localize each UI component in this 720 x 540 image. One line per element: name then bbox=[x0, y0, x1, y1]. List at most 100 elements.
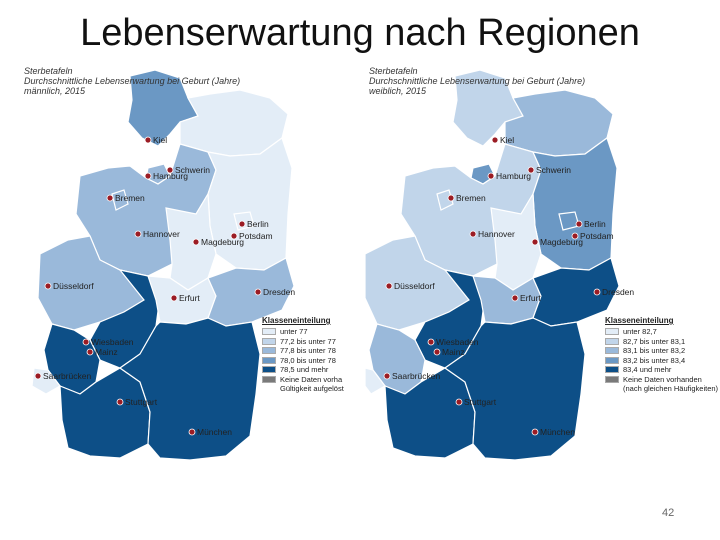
city-label: Erfurt bbox=[179, 293, 200, 303]
city-marker bbox=[34, 372, 42, 380]
city-marker bbox=[511, 294, 519, 302]
city-label: Schwerin bbox=[536, 165, 571, 175]
header-line-2: Durchschnittliche Lebenserwartung bei Ge… bbox=[369, 76, 586, 86]
legend-row: unter 82,7 bbox=[605, 327, 718, 337]
header-line-3: männlich, 2015 bbox=[24, 86, 86, 96]
city-label: Stuttgart bbox=[464, 397, 497, 407]
city-marker bbox=[433, 348, 441, 356]
legend-label: unter 82,7 bbox=[623, 327, 657, 337]
header-line-2: Durchschnittliche Lebenserwartung bei Ge… bbox=[24, 76, 241, 86]
map-panel-female: Kiel Hamburg Bremen Hannover Berlin Potsdam Ma… bbox=[365, 64, 718, 464]
legend-row: (nach gleichen Häufigkeiten) bbox=[605, 384, 718, 394]
legend-row: Gültigkeit aufgelöst bbox=[262, 384, 344, 394]
state-berlin bbox=[558, 211, 580, 231]
header-line-3: weiblich, 2015 bbox=[369, 86, 427, 96]
state-saarland bbox=[365, 367, 386, 395]
legend-swatch bbox=[605, 356, 619, 364]
legend-swatch bbox=[262, 337, 276, 345]
germany-map-female: KielHamburgBremenHannoverBerlinPotsdamMa… bbox=[365, 69, 634, 461]
legend-label: 77,2 bis unter 77 bbox=[280, 336, 336, 346]
city-marker bbox=[166, 166, 174, 174]
map-header: Sterbetafeln Durchschnittliche Lebenserw… bbox=[24, 66, 240, 96]
city-marker bbox=[144, 136, 152, 144]
city-marker bbox=[238, 220, 246, 228]
legend-label: (nach gleichen Häufigkeiten) bbox=[623, 384, 719, 394]
city-marker bbox=[383, 372, 391, 380]
legend-swatch bbox=[262, 328, 276, 336]
city-marker bbox=[447, 194, 455, 202]
city-label: Düsseldorf bbox=[394, 281, 435, 291]
city-marker bbox=[531, 428, 539, 436]
legend-label: Keine Daten vorhanden bbox=[623, 374, 702, 384]
city-label: Erfurt bbox=[520, 293, 541, 303]
legend-row: Keine Daten vorhanden bbox=[605, 375, 718, 385]
germany-map-male: KielHamburgBremenHannoverBerlinPotsdamMa… bbox=[31, 69, 295, 461]
city-marker bbox=[455, 398, 463, 406]
legend-row: 78,0 bis unter 78 bbox=[262, 356, 344, 366]
city-label: Düsseldorf bbox=[53, 281, 94, 291]
city-label: Kiel bbox=[500, 135, 514, 145]
city-marker bbox=[571, 232, 579, 240]
legend-label: 83,1 bis unter 83,2 bbox=[623, 346, 686, 356]
legend-female: Klasseneinteilung unter 82,7 82,7 bis unt… bbox=[605, 316, 718, 394]
city-marker bbox=[170, 294, 178, 302]
legend-label: 77,8 bis unter 78 bbox=[280, 346, 336, 356]
state-schleswig-holstein bbox=[452, 69, 524, 147]
city-label: Magdeburg bbox=[201, 237, 244, 247]
city-marker bbox=[86, 348, 94, 356]
city-label: Dresden bbox=[263, 287, 295, 297]
city-label: München bbox=[540, 427, 575, 437]
legend-swatch bbox=[605, 337, 619, 345]
legend-label: 78,0 bis unter 78 bbox=[280, 355, 336, 365]
legend-swatch bbox=[605, 385, 619, 392]
city-label: Wiesbaden bbox=[436, 337, 479, 347]
legend-row: 78,5 und mehr bbox=[262, 365, 344, 375]
city-label: Stuttgart bbox=[125, 397, 158, 407]
city-marker bbox=[531, 238, 539, 246]
city-marker bbox=[385, 282, 393, 290]
legend-label: Keine Daten vorha bbox=[280, 374, 343, 384]
legend-row: 83,1 bis unter 83,2 bbox=[605, 346, 718, 356]
city-label: Bremen bbox=[456, 193, 486, 203]
state-bremen bbox=[111, 189, 129, 211]
legend-row: unter 77 bbox=[262, 327, 344, 337]
legend-swatch bbox=[262, 366, 276, 374]
legend-label: 82,7 bis unter 83,1 bbox=[623, 336, 686, 346]
city-label: Berlin bbox=[584, 219, 606, 229]
city-label: Mainz bbox=[442, 347, 465, 357]
legend-label: 83,2 bis unter 83,4 bbox=[623, 355, 686, 365]
legend-label: unter 77 bbox=[280, 327, 308, 337]
legend-row: Keine Daten vorha bbox=[262, 375, 344, 385]
legend-title: Klasseneinteilung bbox=[605, 316, 674, 325]
state-bayern bbox=[443, 317, 586, 461]
city-label: Hamburg bbox=[496, 171, 531, 181]
legend-row: 77,8 bis unter 78 bbox=[262, 346, 344, 356]
legend-row: 82,7 bis unter 83,1 bbox=[605, 337, 718, 347]
state-brandenburg bbox=[206, 137, 293, 271]
city-marker bbox=[469, 230, 477, 238]
legend-swatch bbox=[605, 347, 619, 355]
city-marker bbox=[527, 166, 535, 174]
city-marker bbox=[230, 232, 238, 240]
city-marker bbox=[116, 398, 124, 406]
city-label: Bremen bbox=[115, 193, 145, 203]
city-marker bbox=[82, 338, 90, 346]
city-label: Schwerin bbox=[175, 165, 210, 175]
city-marker bbox=[192, 238, 200, 246]
legend-swatch bbox=[262, 385, 276, 392]
city-marker bbox=[44, 282, 52, 290]
legend-row: 77,2 bis unter 77 bbox=[262, 337, 344, 347]
city-label: Kiel bbox=[153, 135, 167, 145]
city-label: Saarbrücken bbox=[43, 371, 91, 381]
legend-swatch bbox=[605, 328, 619, 336]
city-marker bbox=[427, 338, 435, 346]
city-marker bbox=[134, 230, 142, 238]
city-label: Mainz bbox=[95, 347, 118, 357]
city-marker bbox=[254, 288, 262, 296]
state-bremen bbox=[436, 189, 454, 211]
state-sachsen bbox=[207, 257, 295, 327]
city-marker bbox=[144, 172, 152, 180]
legend-swatch bbox=[262, 375, 276, 383]
header-line-1: Sterbetafeln bbox=[24, 66, 73, 76]
city-marker bbox=[575, 220, 583, 228]
